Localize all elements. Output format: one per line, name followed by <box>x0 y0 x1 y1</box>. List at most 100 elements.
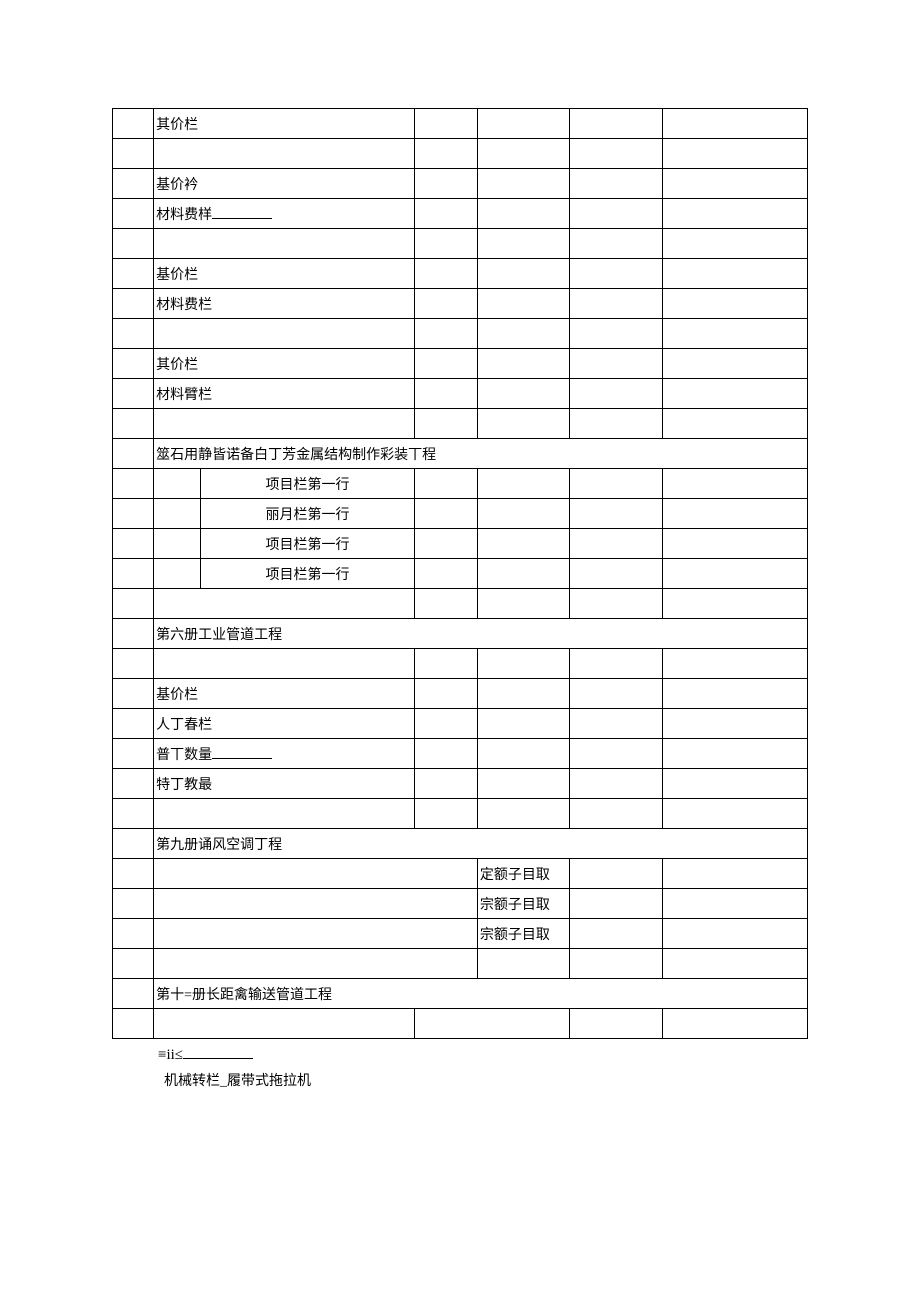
cell-label: 人丁春栏 <box>154 709 414 739</box>
cell-text: 普丅数量 <box>156 748 212 763</box>
cell <box>477 169 569 199</box>
cell <box>154 949 478 979</box>
cell <box>113 319 154 349</box>
cell <box>663 229 808 259</box>
table-row: 第九册诵风空调丁程 <box>113 829 808 859</box>
cell <box>570 259 663 289</box>
cell <box>414 799 477 829</box>
cell <box>477 319 569 349</box>
underline <box>183 1058 253 1059</box>
table-row: 材料臂栏 <box>113 379 808 409</box>
cell <box>113 379 154 409</box>
table-row <box>113 799 808 829</box>
cell <box>113 169 154 199</box>
cell-text: 材料费样 <box>156 208 212 223</box>
cell-label: 其价栏 <box>154 349 414 379</box>
table-row: 基价栏 <box>113 679 808 709</box>
cell <box>113 349 154 379</box>
cell <box>154 889 478 919</box>
cell <box>414 769 477 799</box>
cell <box>113 859 154 889</box>
cell-label: 基价衿 <box>154 169 414 199</box>
cell <box>477 799 569 829</box>
cell-label: 特丁教最 <box>154 769 414 799</box>
cell-label: 宗额子目取 <box>477 889 569 919</box>
cell-label: 宗额子目取 <box>477 919 569 949</box>
cell-label: 第九册诵风空调丁程 <box>154 829 808 859</box>
cell <box>154 469 201 499</box>
cell <box>570 229 663 259</box>
cell <box>113 799 154 829</box>
cell <box>414 649 477 679</box>
underline <box>212 758 272 759</box>
cell <box>113 199 154 229</box>
cell <box>570 199 663 229</box>
cell <box>570 469 663 499</box>
cell <box>414 499 477 529</box>
cell <box>113 979 154 1009</box>
footer-line-1: ≡ii≤ <box>158 1047 808 1064</box>
cell <box>477 469 569 499</box>
cell <box>154 859 478 889</box>
cell <box>570 769 663 799</box>
cell-label: 材料臂栏 <box>154 379 414 409</box>
cell <box>477 649 569 679</box>
cell <box>414 1009 570 1039</box>
cell <box>154 229 414 259</box>
cell <box>663 529 808 559</box>
table-row <box>113 139 808 169</box>
cell <box>477 589 569 619</box>
cell <box>414 559 477 589</box>
cell <box>414 229 477 259</box>
cell <box>154 529 201 559</box>
cell-label: 普丅数量 <box>154 739 414 769</box>
cell <box>414 739 477 769</box>
table-row: 人丁春栏 <box>113 709 808 739</box>
cell <box>477 559 569 589</box>
cell <box>570 109 663 139</box>
cell <box>663 499 808 529</box>
cell <box>414 589 477 619</box>
cell <box>663 1009 808 1039</box>
cell <box>570 139 663 169</box>
cell <box>154 649 414 679</box>
cell <box>663 889 808 919</box>
cell <box>663 949 808 979</box>
cell-label: 定额子目取 <box>477 859 569 889</box>
cell <box>113 739 154 769</box>
cell <box>414 529 477 559</box>
cell <box>113 139 154 169</box>
cell <box>570 529 663 559</box>
cell <box>663 109 808 139</box>
cell <box>663 709 808 739</box>
cell <box>477 529 569 559</box>
table-row <box>113 1009 808 1039</box>
cell <box>477 349 569 379</box>
footer-symbol: ≡ii≤ <box>158 1047 183 1063</box>
cell <box>663 799 808 829</box>
cell <box>414 259 477 289</box>
cell <box>663 679 808 709</box>
table-row <box>113 649 808 679</box>
cell <box>113 619 154 649</box>
table-row <box>113 319 808 349</box>
cell <box>477 409 569 439</box>
cell <box>663 199 808 229</box>
cell <box>663 469 808 499</box>
cell <box>414 139 477 169</box>
cell <box>414 409 477 439</box>
cell <box>663 259 808 289</box>
cell <box>663 349 808 379</box>
cell <box>414 379 477 409</box>
cell <box>477 229 569 259</box>
table-row <box>113 229 808 259</box>
cell <box>414 199 477 229</box>
cell <box>414 679 477 709</box>
cell <box>154 499 201 529</box>
cell <box>570 319 663 349</box>
table-row: 基价栏 <box>113 259 808 289</box>
cell <box>570 289 663 319</box>
table-row: 材料费栏 <box>113 289 808 319</box>
cell <box>113 829 154 859</box>
cell <box>570 409 663 439</box>
